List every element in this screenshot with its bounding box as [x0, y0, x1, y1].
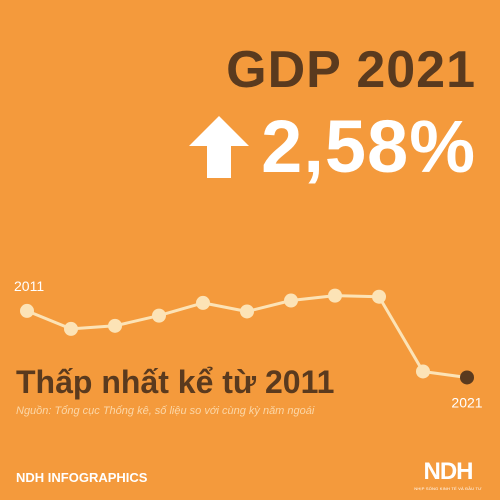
growth-indicator: 2,58%	[189, 110, 476, 184]
growth-value: 2,58%	[261, 105, 476, 188]
brand-name: NDH INFOGRAPHICS	[16, 470, 148, 485]
data-point-2020	[416, 364, 430, 379]
data-point-2012	[64, 321, 78, 336]
logo-tagline: NHỊP SỐNG KINH TẾ VÀ ĐẦU TƯ	[414, 486, 482, 491]
page-title: GDP 2021	[226, 41, 476, 99]
data-point-2019	[372, 289, 386, 304]
data-point-2014	[152, 308, 166, 323]
source-note: Nguồn: Tổng cục Thống kê, số liệu so với…	[16, 405, 315, 417]
headline: Thấp nhất kể từ 2011	[16, 364, 335, 400]
data-point-2016	[240, 304, 254, 319]
arrow-up-icon	[189, 116, 250, 178]
data-point-2018	[328, 288, 342, 303]
data-point-2011	[20, 303, 34, 318]
data-point-2013	[108, 318, 122, 333]
data-point-2021	[460, 370, 474, 385]
data-point-2015	[196, 295, 210, 310]
end-year-label: 2021	[451, 394, 482, 410]
ndh-logo: NDH NHỊP SỐNG KINH TẾ VÀ ĐẦU TƯ	[414, 458, 482, 492]
logo-mark: NDH	[423, 458, 474, 485]
start-year-label: 2011	[14, 278, 44, 294]
data-point-2017	[284, 293, 298, 308]
